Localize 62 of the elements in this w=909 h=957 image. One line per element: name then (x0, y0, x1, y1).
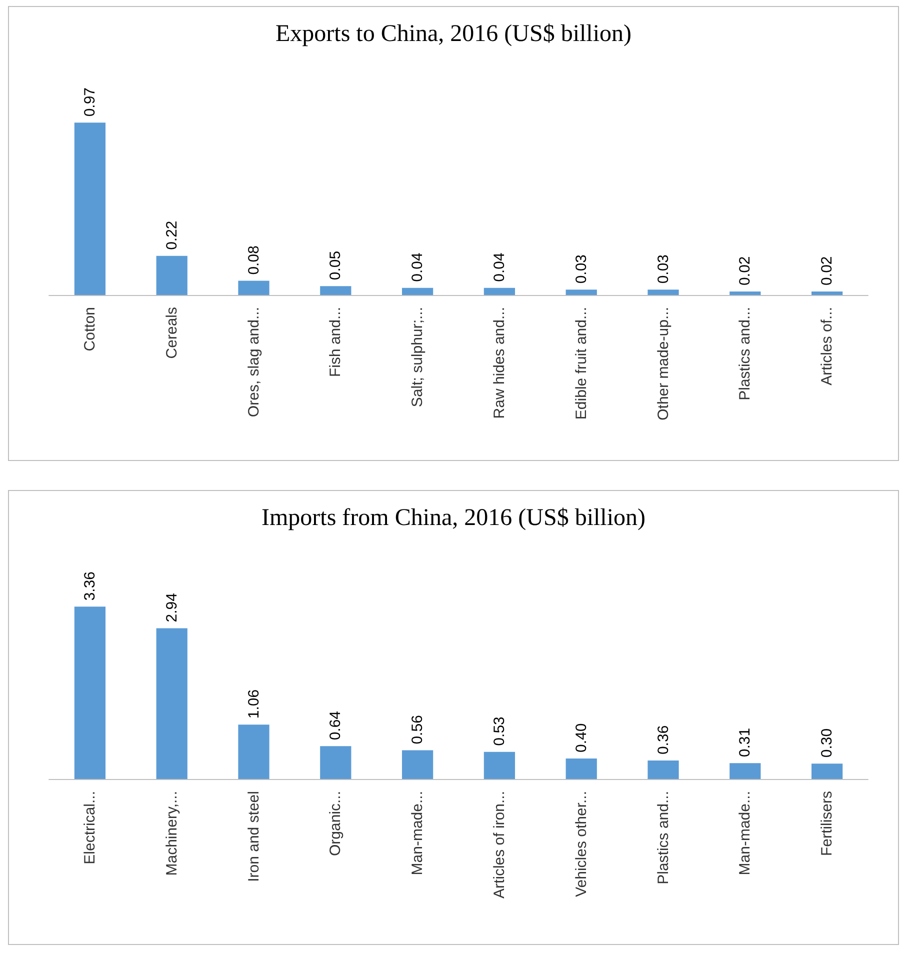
data-label: 0.03 (572, 254, 590, 284)
x-tick-label: Raw hides and... (490, 307, 508, 419)
data-label: 0.03 (654, 254, 672, 284)
x-tick-label: Man-made... (736, 791, 754, 876)
chart-title: Imports from China, 2016 (US$ billion) (262, 505, 646, 531)
data-label: 1.06 (245, 689, 262, 719)
x-tick-label: Iron and steel (245, 791, 262, 882)
data-label: 2.94 (163, 593, 180, 622)
bar (156, 256, 188, 295)
bar (74, 122, 106, 295)
bar (320, 286, 352, 295)
x-tick-label: Edible fruit and... (572, 307, 590, 420)
x-tick-label: Electrical... (81, 791, 98, 864)
bar (811, 291, 843, 295)
x-tick-label: Fertilisers (818, 791, 836, 856)
x-tick-label: Salt; sulphur;... (409, 307, 426, 408)
bar (484, 288, 516, 295)
data-label: 0.22 (163, 220, 180, 250)
x-tick-label: Ores, slag and... (245, 307, 262, 418)
data-label: 0.02 (818, 256, 836, 286)
x-tick-label: Plastics and... (654, 791, 672, 884)
x-tick-label: Cereals (163, 307, 180, 359)
bar (402, 288, 434, 295)
bar (730, 763, 761, 779)
bar (730, 291, 761, 295)
x-tick-label: Plastics and... (736, 307, 754, 400)
bar (484, 752, 516, 779)
bar (238, 280, 270, 295)
bar (402, 750, 434, 779)
x-tick-label: Fish and... (327, 307, 344, 378)
x-tick-label: Articles of iron... (490, 791, 508, 899)
data-label: 0.04 (409, 252, 426, 282)
x-tick-label: Man-made... (409, 791, 426, 876)
data-label: 0.97 (81, 87, 98, 117)
x-tick-label: Vehicles other... (572, 791, 590, 897)
data-label: 3.36 (81, 571, 98, 601)
bar (74, 606, 106, 779)
data-label: 0.64 (327, 710, 344, 740)
x-tick-label: Machinery,... (163, 791, 180, 876)
data-label: 0.04 (490, 252, 508, 282)
bar (238, 724, 270, 779)
bar (811, 764, 843, 779)
x-tick-label: Organic... (327, 791, 344, 856)
data-label: 0.40 (572, 723, 590, 752)
data-label: 0.31 (736, 728, 754, 758)
data-label: 0.36 (654, 725, 672, 755)
bar (648, 290, 679, 295)
bar (566, 290, 597, 295)
data-label: 0.02 (736, 256, 754, 286)
data-label: 0.53 (490, 716, 508, 746)
bar (320, 746, 352, 779)
data-label: 0.56 (409, 715, 426, 744)
data-label: 0.05 (327, 250, 344, 280)
data-label: 0.30 (818, 728, 836, 758)
data-label: 0.08 (245, 246, 262, 275)
x-tick-label: Articles of... (818, 307, 836, 386)
chart-title: Exports to China, 2016 (US$ billion) (276, 21, 632, 47)
x-tick-label: Other made-up... (654, 307, 672, 420)
x-tick-label: Cotton (81, 307, 98, 352)
bar (156, 628, 188, 779)
bar (566, 758, 597, 779)
bar (648, 760, 679, 779)
